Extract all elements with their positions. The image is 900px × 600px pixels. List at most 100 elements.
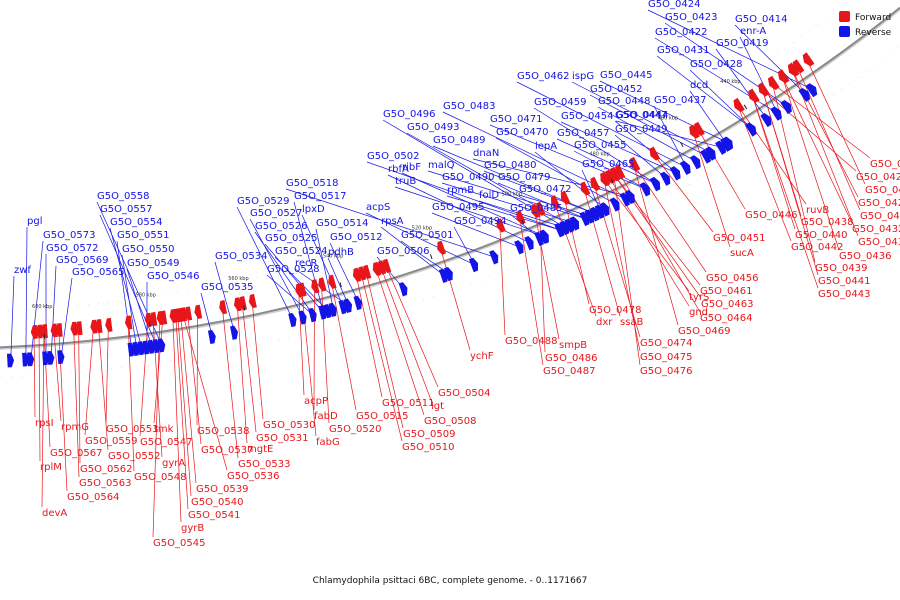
forward-gene-label: G5O_0559 bbox=[85, 436, 137, 447]
reverse-gene-arrow bbox=[157, 338, 166, 353]
reverse-gene-label: pgl bbox=[27, 216, 42, 227]
map-caption: Chlamydophila psittaci 6BC, complete gen… bbox=[312, 576, 588, 586]
forward-gene-arrow bbox=[124, 315, 133, 330]
forward-gene-label: rplM bbox=[40, 462, 62, 473]
reverse-leader-line bbox=[739, 36, 778, 114]
forward-leader-line bbox=[752, 95, 819, 289]
reverse-gene-arrow bbox=[780, 100, 792, 115]
forward-gene-arrow bbox=[560, 190, 571, 205]
reverse-gene-arrow bbox=[659, 171, 671, 186]
reverse-gene-label: G5O_0550 bbox=[122, 244, 174, 255]
forward-gene-arrow bbox=[629, 156, 641, 172]
forward-gene-arrow bbox=[516, 210, 526, 225]
forward-gene-label: G5O_0438 bbox=[801, 217, 853, 228]
reverse-gene-label: G5O_0480 bbox=[484, 160, 536, 171]
reverse-leader-line bbox=[597, 106, 698, 163]
reverse-leader-line bbox=[126, 268, 153, 348]
reverse-leader-line bbox=[581, 169, 602, 212]
reverse-gene-arrow bbox=[489, 250, 499, 265]
tick-mark bbox=[680, 142, 684, 147]
forward-leader-line bbox=[603, 178, 690, 292]
forward-leader-line bbox=[330, 281, 357, 411]
reverse-gene-label: acpS bbox=[366, 202, 390, 213]
forward-leader-line bbox=[182, 313, 228, 471]
reverse-gene-arrow bbox=[639, 182, 651, 197]
reverse-gene-arrow bbox=[514, 240, 524, 255]
forward-gene-label: G5O_0531 bbox=[256, 433, 308, 444]
forward-gene-arrow bbox=[159, 310, 168, 325]
tick-label: 480 kbp bbox=[589, 152, 609, 158]
legend-forward-swatch bbox=[839, 11, 850, 22]
forward-leader-line bbox=[251, 300, 264, 420]
forward-gene-label: G5O_0536 bbox=[227, 471, 279, 482]
reverse-gene-label: G5O_0419 bbox=[716, 38, 768, 49]
forward-gene-label: G5O_0564 bbox=[67, 492, 119, 503]
reverse-leader-line bbox=[400, 240, 450, 275]
forward-gene-arrow bbox=[357, 266, 367, 281]
forward-gene-label: G5O_0474 bbox=[640, 338, 692, 349]
tick-label: 520 kbp bbox=[412, 226, 432, 232]
forward-gene-label: G5O_0553 bbox=[106, 424, 158, 435]
forward-leader-line bbox=[139, 319, 149, 437]
reverse-gene-arrow bbox=[760, 113, 772, 128]
forward-gene-arrow bbox=[298, 282, 307, 297]
tick-mark bbox=[610, 178, 614, 184]
forward-leader-line bbox=[380, 267, 432, 401]
forward-gene-arrow bbox=[496, 218, 506, 233]
reverse-leader-line bbox=[30, 240, 44, 360]
reverse-leader-line bbox=[264, 243, 324, 313]
forward-leader-line bbox=[653, 153, 714, 233]
reverse-leader-line bbox=[214, 261, 236, 334]
reverse-leader-line bbox=[387, 174, 531, 244]
forward-gene-label: G5O_0488 bbox=[505, 336, 557, 347]
reverse-gene-label: G5O_0472 bbox=[519, 184, 571, 195]
forward-leader-line bbox=[298, 290, 305, 396]
forward-gene-label: G5O_0476 bbox=[640, 366, 692, 377]
forward-leader-line bbox=[806, 59, 866, 185]
reverse-gene-arrow bbox=[147, 339, 156, 354]
reverse-gene-arrow bbox=[443, 266, 453, 282]
forward-gene-label: G5O_0486 bbox=[545, 353, 597, 364]
forward-gene-label: G5O_0533 bbox=[238, 459, 290, 470]
reverse-leader-line bbox=[365, 212, 476, 266]
reverse-leader-line bbox=[254, 231, 314, 316]
reverse-gene-arrow bbox=[524, 236, 534, 251]
forward-gene-arrow bbox=[149, 311, 158, 327]
reverse-leader-line bbox=[249, 218, 304, 318]
reverse-gene-label: G5O_0495 bbox=[432, 202, 484, 213]
forward-gene-label: G5O_0446 bbox=[745, 210, 797, 221]
reverse-gene-label: G5O_0527 bbox=[250, 208, 302, 219]
reverse-gene-arrow bbox=[27, 352, 35, 367]
reverse-gene-label: lepA bbox=[535, 141, 557, 152]
forward-gene-label: G5O_0510 bbox=[402, 442, 454, 453]
reverse-gene-label: G5O_0557 bbox=[100, 204, 152, 215]
forward-gene-arrow bbox=[70, 321, 78, 336]
forward-leader-line bbox=[692, 131, 731, 248]
forward-gene-label: G5O_0456 bbox=[706, 273, 758, 284]
forward-gene-arrow bbox=[600, 171, 611, 187]
reverse-leader-lines bbox=[10, 9, 814, 361]
tick-label: 500 kbp bbox=[502, 192, 522, 198]
forward-gene-arrow bbox=[536, 201, 546, 216]
forward-gene-label: gnd bbox=[689, 307, 708, 318]
forward-gene-label: G5O_0433 bbox=[858, 237, 900, 248]
reverse-gene-arrow bbox=[398, 282, 408, 297]
forward-gene-label: G5O_0469 bbox=[678, 326, 730, 337]
reverse-gene-arrow bbox=[207, 329, 216, 345]
forward-gene-label: G5O_0537 bbox=[201, 445, 253, 456]
reverse-gene-label: G5O_0565 bbox=[72, 267, 124, 278]
forward-leader-line bbox=[737, 105, 792, 242]
reverse-gene-label: pdhB bbox=[328, 247, 354, 258]
forward-leader-line bbox=[375, 268, 425, 416]
reverse-leader-line bbox=[489, 124, 647, 190]
reverse-gene-label: G5O_0551 bbox=[117, 230, 169, 241]
reverse-leader-line bbox=[599, 80, 730, 144]
forward-gene-label: G5O_0420 bbox=[870, 159, 900, 170]
reverse-leader-line bbox=[483, 170, 597, 215]
reverse-leader-line bbox=[614, 120, 677, 174]
forward-gene-label: acpP bbox=[304, 396, 328, 407]
forward-gene-label: G5O_0464 bbox=[700, 313, 752, 324]
reverse-gene-label: zwf bbox=[14, 265, 31, 276]
forward-leader-line bbox=[762, 89, 857, 172]
